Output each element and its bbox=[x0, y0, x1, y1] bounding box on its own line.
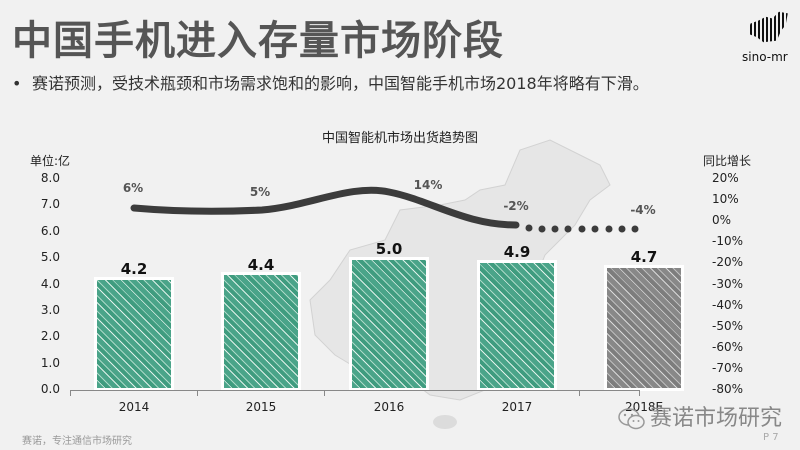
bar-2015 bbox=[221, 272, 301, 391]
x-label: 2016 bbox=[373, 400, 405, 414]
y2-tick: -50% bbox=[712, 319, 744, 333]
bar-value-label: 4.9 bbox=[503, 243, 531, 261]
y-tick: 6.0 bbox=[40, 224, 60, 238]
growth-label: 14% bbox=[413, 178, 443, 192]
logo-text: sino-mr bbox=[742, 50, 788, 64]
growth-label: 5% bbox=[249, 185, 271, 199]
y-tick: 7.0 bbox=[40, 197, 60, 211]
wechat-icon bbox=[618, 408, 645, 430]
y2-tick: 0% bbox=[712, 213, 732, 227]
chart-title: 中国智能机市场出货趋势图 bbox=[321, 131, 478, 146]
wechat-watermark: 赛诺市场研究 bbox=[618, 400, 782, 432]
x-axis-tick bbox=[70, 390, 71, 396]
growth-label: -2% bbox=[503, 199, 529, 213]
bar-2017 bbox=[477, 260, 557, 391]
growth-label: -4% bbox=[630, 203, 656, 217]
footer-text: 赛诺，专注通信市场研究 bbox=[22, 436, 132, 447]
watermark-text: 赛诺市场研究 bbox=[650, 406, 783, 431]
growth-label: 6% bbox=[122, 181, 144, 195]
x-axis-tick bbox=[639, 390, 640, 396]
y-tick: 5.0 bbox=[40, 250, 60, 264]
y2-tick: -60% bbox=[712, 340, 744, 354]
bar-value-label: 4.2 bbox=[120, 260, 148, 278]
x-axis-tick bbox=[579, 390, 580, 396]
bar-value-label: 5.0 bbox=[375, 240, 403, 258]
page-number: P 7 bbox=[763, 432, 779, 443]
bullet-marker: • bbox=[12, 74, 22, 93]
y2-tick: -40% bbox=[712, 298, 744, 312]
x-axis-tick bbox=[324, 390, 325, 396]
right-axis-unit: 同比增长 bbox=[703, 154, 752, 168]
bullet-text: 赛诺预测，受技术瓶颈和市场需求饱和的影响，中国智能手机市场2018年将略有下滑。 bbox=[32, 74, 649, 93]
y-tick: 1.0 bbox=[40, 356, 60, 370]
y2-tick: -30% bbox=[712, 277, 744, 291]
left-axis-unit: 单位:亿 bbox=[30, 154, 71, 168]
bar-2014 bbox=[94, 277, 174, 391]
y2-tick: 10% bbox=[712, 192, 739, 206]
x-axis-tick bbox=[197, 390, 198, 396]
x-label: 2015 bbox=[245, 400, 277, 414]
bar-value-label: 4.4 bbox=[247, 256, 275, 274]
bullet-point: • 赛诺预测，受技术瓶颈和市场需求饱和的影响，中国智能手机市场2018年将略有下滑… bbox=[12, 70, 649, 94]
y2-tick: -10% bbox=[712, 234, 744, 248]
y-tick: 3.0 bbox=[40, 303, 60, 317]
y2-tick: -20% bbox=[712, 255, 744, 269]
bar-2016 bbox=[349, 257, 429, 391]
forecast-dotted-line bbox=[525, 224, 639, 233]
company-logo: sino-mr bbox=[740, 10, 794, 66]
y-tick: 8.0 bbox=[40, 171, 60, 185]
y-tick: 4.0 bbox=[40, 277, 60, 291]
bar-value-label: 4.7 bbox=[630, 248, 658, 266]
x-label: 2014 bbox=[118, 400, 150, 414]
y2-tick: -80% bbox=[712, 382, 744, 396]
bar-2018e bbox=[604, 265, 684, 391]
y-tick: 2.0 bbox=[40, 329, 60, 343]
slide-title: 中国手机进入存量市场阶段 bbox=[12, 18, 504, 64]
x-axis bbox=[70, 390, 640, 391]
y2-tick: -70% bbox=[712, 361, 744, 375]
x-label: 2017 bbox=[501, 400, 533, 414]
y-tick: 0.0 bbox=[40, 382, 60, 396]
y2-tick: 20% bbox=[712, 171, 739, 185]
